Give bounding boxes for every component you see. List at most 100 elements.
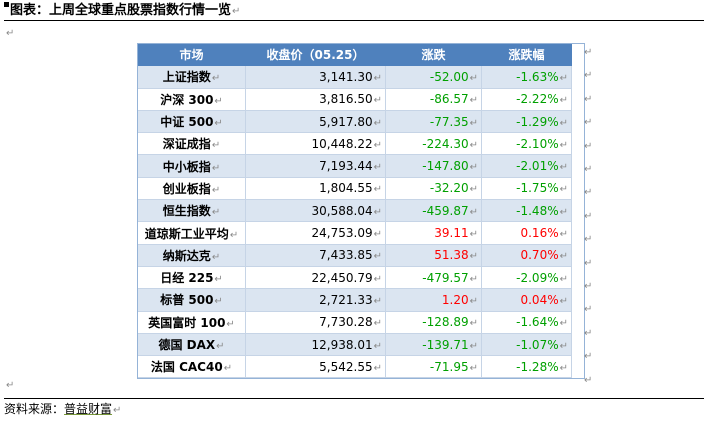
cell-change-text: -139.71 xyxy=(422,337,469,352)
table-row: 标普 500↵ 2,721.33↵ 1.20↵ 0.04%↵ xyxy=(137,288,572,312)
cell-pct-text: -2.22% xyxy=(516,92,559,107)
cell-close-text: 24,753.09 xyxy=(311,226,373,241)
cell-market-text: 英国富时 100 xyxy=(148,315,226,330)
cell-close-text: 3,816.50 xyxy=(319,92,373,107)
paragraph-mark-icon: ↵ xyxy=(584,210,593,222)
paragraph-mark-icon: ↵ xyxy=(584,257,593,269)
paragraph-mark-icon: ↵ xyxy=(559,184,568,196)
paragraph-mark-icon: ↵ xyxy=(559,340,568,352)
cell-change: -224.30↵ xyxy=(385,132,482,156)
paragraph-mark-icon: ↵ xyxy=(211,251,221,263)
cell-close-text: 10,448.22 xyxy=(311,136,373,151)
paragraph-mark-icon: ↵ xyxy=(559,162,568,174)
cell-change: -479.57↵ xyxy=(385,265,482,290)
cell-close: 7,193.44↵ xyxy=(245,154,386,178)
cell-market: 德国 DAX↵ xyxy=(137,332,246,357)
paragraph-mark-icon: ↵ xyxy=(469,184,478,196)
paragraph-mark-icon: ↵ xyxy=(584,117,593,129)
cell-market: 英国富时 100↵ xyxy=(137,310,246,334)
cell-market-text: 德国 DAX xyxy=(158,338,216,352)
paragraph-mark-icon: ↵ xyxy=(373,162,382,174)
index-quotes-table: 市场 收盘价（05.25） 涨跌 涨跌幅 上证指数↵ 3,141.30↵ -52.0… xyxy=(137,42,572,379)
cell-market-text: 中证 500 xyxy=(160,115,214,130)
paragraph-mark-icon: ↵ xyxy=(373,72,382,84)
cell-change-text: -77.35 xyxy=(429,114,469,129)
figure-title-text: 图表：上周全球重点股票指数行情一览 xyxy=(10,3,232,18)
paragraph-mark-icon: ↵ xyxy=(211,140,221,152)
figure-title: 图表：上周全球重点股票指数行情一览↵ xyxy=(4,2,704,21)
cell-close: 30,588.04↵ xyxy=(245,199,386,223)
paragraph-mark-icon: ↵ xyxy=(373,139,382,151)
paragraph-mark-icon: ↵ xyxy=(214,95,223,107)
paragraph-mark-icon: ↵ xyxy=(373,184,382,196)
cell-change: -71.95↵ xyxy=(385,355,482,379)
cell-close: 3,141.30↵ xyxy=(245,65,386,89)
table-header-row: 市场 收盘价（05.25） 涨跌 涨跌幅 xyxy=(137,42,572,67)
paragraph-mark-icon: ↵ xyxy=(559,139,568,151)
cell-pct: -2.10%↵ xyxy=(481,132,572,156)
header-pct: 涨跌幅 xyxy=(481,42,572,67)
paragraph-mark-icon: ↵ xyxy=(232,6,241,17)
cell-pct-text: 0.04% xyxy=(520,292,559,307)
paragraph-mark-icon: ↵ xyxy=(469,95,478,107)
table-row: 英国富时 100↵ 7,730.28↵ -128.89↵ -1.64%↵ xyxy=(137,310,572,334)
cell-change-text: -224.30 xyxy=(422,136,469,151)
paragraph-mark-icon: ↵ xyxy=(469,206,478,218)
cell-pct-text: -1.63% xyxy=(516,69,559,84)
cell-change-text: 51.38 xyxy=(434,248,469,263)
paragraph-mark-icon: ↵ xyxy=(211,162,221,174)
cell-pct: 0.16%↵ xyxy=(481,221,572,245)
cell-market-text: 恒生指数 xyxy=(162,204,211,219)
cell-close: 7,433.85↵ xyxy=(245,243,386,267)
cell-market: 恒生指数↵ xyxy=(137,199,246,223)
paragraph-mark-icon: ↵ xyxy=(469,362,478,374)
source-label: 资料来源： xyxy=(4,402,65,416)
cell-change: -139.71↵ xyxy=(385,332,482,357)
paragraph-mark-icon: ↵ xyxy=(373,206,382,218)
cell-close-text: 2,721.33 xyxy=(319,292,373,307)
paragraph-mark-icon: ↵ xyxy=(469,139,478,151)
cell-market-text: 法国 CAC40 xyxy=(150,360,223,375)
paragraph-mark-icon: ↵ xyxy=(559,318,568,330)
paragraph-mark-icon: ↵ xyxy=(584,93,593,105)
cell-market: 沪深 300↵ xyxy=(137,87,246,111)
paragraph-mark-icon: ↵ xyxy=(584,164,593,175)
cell-market: 法国 CAC40↵ xyxy=(137,355,246,379)
paragraph-mark-icon: ↵ xyxy=(584,351,593,363)
cell-pct: -1.64%↵ xyxy=(481,310,572,334)
cell-pct-text: 0.70% xyxy=(520,248,559,263)
cell-change: -86.57↵ xyxy=(385,87,482,111)
paragraph-mark-icon: ↵ xyxy=(559,273,568,285)
cell-pct: -1.07%↵ xyxy=(481,332,572,357)
paragraph-mark-icon: ↵ xyxy=(469,318,478,330)
paragraph-mark-icon: ↵ xyxy=(373,229,382,241)
cell-change: -52.00↵ xyxy=(385,65,482,89)
cell-change-text: -52.00 xyxy=(429,69,469,84)
cell-change-text: -479.57 xyxy=(422,270,469,285)
paragraph-mark-icon: ↵ xyxy=(469,162,478,174)
paragraph-mark-icon: ↵ xyxy=(469,117,478,129)
table-row: 德国 DAX↵ 12,938.01↵ -139.71↵ -1.07%↵ xyxy=(137,332,572,357)
paragraph-mark-icon: ↵ xyxy=(373,117,382,129)
table-row: 上证指数↵ 3,141.30↵ -52.00↵ -1.63%↵ xyxy=(137,65,572,89)
cell-pct: -1.63%↵ xyxy=(481,65,572,89)
paragraph-mark-icon: ↵ xyxy=(6,28,15,39)
cell-change: 39.11↵ xyxy=(385,221,482,245)
cell-change-text: 1.20 xyxy=(441,292,469,307)
cell-pct-text: -2.10% xyxy=(516,136,559,151)
table-row: 纳斯达克↵ 7,433.85↵ 51.38↵ 0.70%↵ xyxy=(137,243,572,267)
table-row: 创业板指↵ 1,804.55↵ -32.20↵ -1.75%↵ xyxy=(137,176,572,201)
paragraph-mark-icon: ↵ xyxy=(559,117,568,129)
cell-pct-text: 0.16% xyxy=(520,226,559,241)
table-row: 中证 500↵ 5,917.80↵ -77.35↵ -1.29%↵ xyxy=(137,109,572,134)
cell-market-text: 创业板指 xyxy=(162,181,211,196)
cell-market: 创业板指↵ xyxy=(137,176,246,201)
cell-pct: -2.01%↵ xyxy=(481,154,572,178)
cell-market-text: 深证成指 xyxy=(162,137,211,152)
paragraph-mark-icon: ↵ xyxy=(584,234,593,246)
cell-pct-text: -1.29% xyxy=(516,114,559,129)
cell-change-text: -128.89 xyxy=(422,315,469,330)
table-row: 深证成指↵ 10,448.22↵ -224.30↵ -2.10%↵ xyxy=(137,132,572,156)
cell-change-text: -86.57 xyxy=(429,92,469,107)
cell-pct: 0.04%↵ xyxy=(481,288,572,312)
